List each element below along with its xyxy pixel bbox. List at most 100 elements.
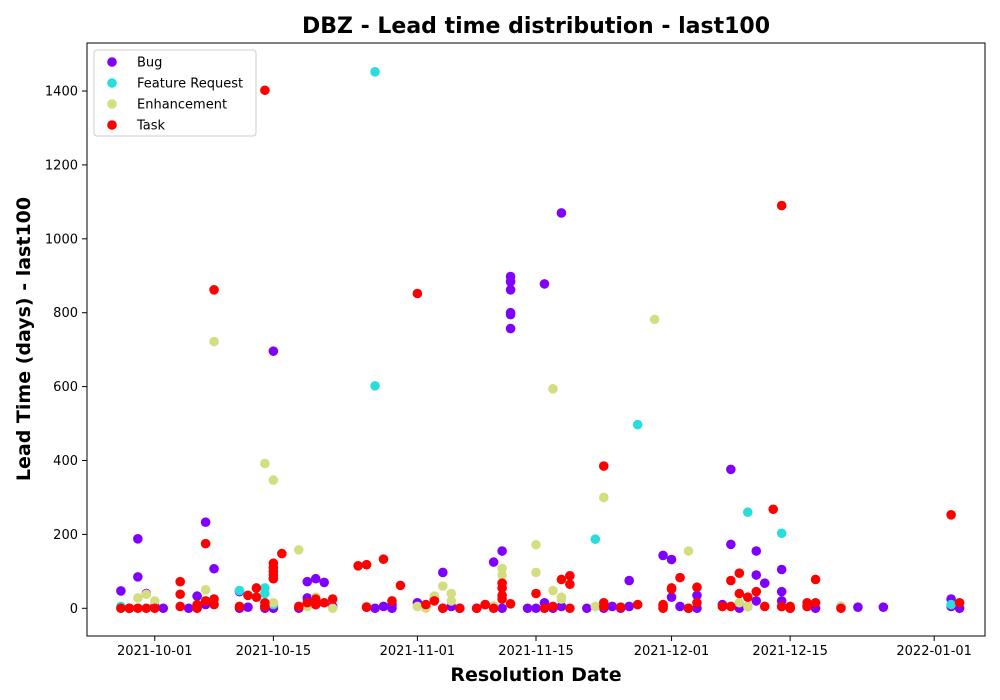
data-point — [946, 599, 956, 610]
data-point — [675, 572, 685, 583]
y-tick-label: 1000 — [45, 232, 78, 247]
data-point — [692, 582, 702, 593]
data-point — [378, 601, 389, 612]
data-point — [878, 602, 889, 612]
data-point — [116, 586, 126, 596]
data-point — [751, 586, 762, 597]
data-point — [192, 591, 202, 601]
data-point — [234, 585, 245, 596]
y-tick-label: 800 — [53, 306, 78, 321]
data-point — [327, 603, 338, 614]
data-point — [446, 588, 457, 599]
data-point — [277, 548, 287, 559]
data-point — [124, 603, 135, 614]
data-point — [531, 588, 541, 599]
data-point — [293, 601, 304, 612]
data-point — [759, 578, 770, 588]
data-point — [353, 561, 363, 571]
data-point — [175, 601, 185, 612]
data-point — [785, 601, 795, 612]
data-point — [200, 538, 211, 549]
legend-label: Task — [136, 119, 166, 134]
data-point — [717, 601, 728, 612]
data-point — [768, 504, 779, 515]
data-point — [556, 208, 567, 218]
data-point — [539, 279, 550, 289]
legend-marker — [107, 99, 117, 109]
data-point — [531, 603, 541, 614]
data-point — [556, 574, 567, 585]
data-point — [370, 381, 380, 391]
data-point — [776, 564, 787, 575]
data-point — [454, 603, 465, 614]
data-point — [497, 594, 507, 604]
data-point — [200, 596, 211, 606]
data-point — [480, 599, 490, 610]
legend-box — [93, 49, 257, 137]
series-bug — [116, 208, 965, 614]
data-point — [531, 539, 541, 550]
data-point — [505, 323, 516, 334]
x-tick-label: 2021-12-01 — [634, 644, 710, 659]
data-point — [412, 288, 423, 299]
data-point — [293, 545, 304, 555]
data-point — [836, 603, 846, 614]
data-point — [378, 554, 389, 564]
data-point — [742, 601, 753, 612]
data-point — [954, 597, 965, 608]
data-point — [734, 568, 745, 578]
data-point — [632, 599, 643, 610]
data-point — [497, 570, 507, 580]
legend-label: Bug — [137, 56, 162, 71]
data-point — [370, 603, 380, 614]
data-point — [243, 602, 253, 612]
data-point — [497, 583, 507, 593]
y-tick-label: 600 — [53, 380, 78, 395]
data-point — [683, 546, 694, 556]
data-point — [692, 597, 702, 608]
data-point — [776, 200, 787, 211]
data-point — [505, 309, 516, 320]
data-point — [776, 586, 787, 597]
data-point — [742, 592, 753, 603]
data-point — [505, 599, 516, 609]
data-point — [497, 546, 507, 556]
x-tick-label: 2021-10-01 — [117, 644, 193, 659]
data-point — [133, 534, 143, 544]
legend-label: Enhancement — [137, 98, 227, 113]
data-point — [751, 596, 762, 606]
data-point — [683, 603, 694, 614]
data-point — [692, 590, 702, 601]
data-point — [531, 567, 541, 578]
data-point — [175, 589, 185, 600]
data-point — [234, 601, 245, 612]
data-point — [319, 577, 330, 588]
data-point — [726, 539, 736, 550]
data-point — [209, 285, 219, 295]
data-point — [497, 603, 507, 614]
data-point — [412, 601, 423, 612]
data-point — [310, 599, 321, 610]
data-point — [607, 601, 618, 612]
x-axis-label: Resolution Date — [450, 664, 621, 686]
legend-label: Feature Request — [137, 77, 243, 92]
x-tick-label: 2021-10-15 — [236, 644, 312, 659]
data-point — [260, 588, 270, 599]
data-point — [726, 575, 736, 586]
data-point — [133, 593, 143, 603]
data-point — [759, 601, 770, 612]
data-point — [615, 602, 626, 612]
y-axis: 0 200 400 600 800 1000 1200 1400 — [45, 85, 87, 617]
data-point — [853, 602, 863, 612]
data-point — [556, 592, 567, 603]
x-tick-label: 2021-12-15 — [752, 644, 828, 659]
data-point — [243, 590, 253, 601]
data-point — [471, 603, 482, 614]
data-points-layer — [116, 67, 965, 614]
data-point — [200, 517, 211, 528]
data-point — [302, 597, 313, 608]
data-point — [624, 601, 634, 612]
data-point — [666, 592, 677, 603]
data-point — [666, 554, 677, 565]
data-point — [666, 583, 677, 593]
